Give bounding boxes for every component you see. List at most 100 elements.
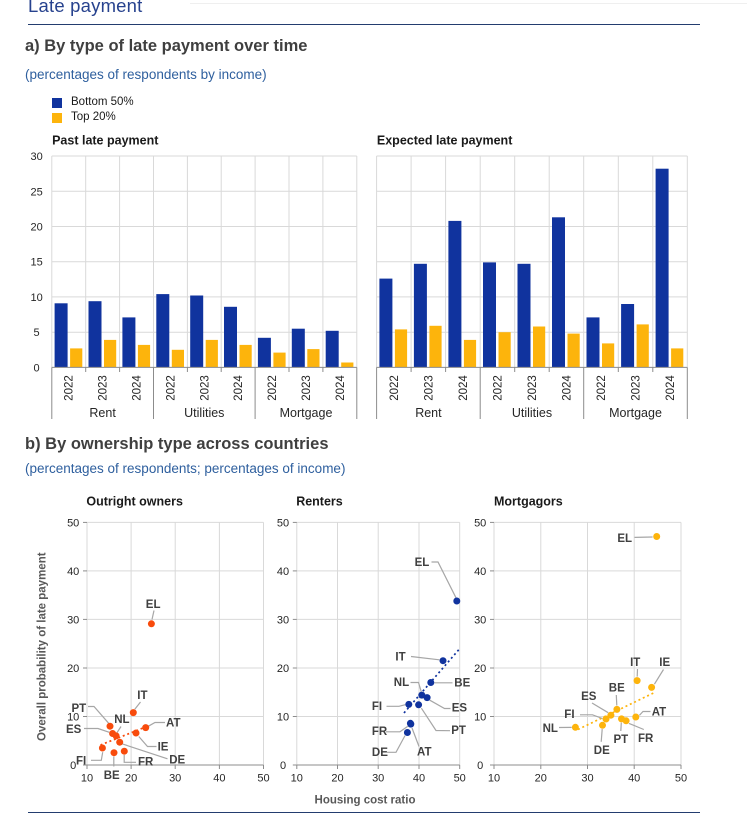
svg-text:BE: BE xyxy=(609,683,625,695)
svg-text:IT: IT xyxy=(630,657,640,669)
svg-text:Past late payment: Past late payment xyxy=(52,134,159,148)
svg-text:50: 50 xyxy=(67,517,79,529)
svg-text:0: 0 xyxy=(477,760,483,772)
svg-text:ES: ES xyxy=(452,703,468,715)
svg-text:10: 10 xyxy=(488,773,500,785)
svg-text:DE: DE xyxy=(594,745,610,757)
svg-text:AT: AT xyxy=(652,707,666,719)
svg-text:Mortgage: Mortgage xyxy=(280,406,333,420)
svg-text:2024: 2024 xyxy=(132,375,144,401)
svg-text:PT: PT xyxy=(614,734,629,746)
svg-text:50: 50 xyxy=(257,773,269,785)
svg-text:NL: NL xyxy=(394,677,409,689)
svg-text:Expected late payment: Expected late payment xyxy=(377,134,513,148)
svg-text:40: 40 xyxy=(67,566,79,578)
svg-text:FR: FR xyxy=(138,757,154,769)
svg-text:30: 30 xyxy=(277,614,289,626)
svg-text:FI: FI xyxy=(564,709,574,721)
svg-text:Housing cost ratio: Housing cost ratio xyxy=(315,794,416,806)
svg-text:2024: 2024 xyxy=(458,375,470,401)
svg-text:2022: 2022 xyxy=(492,375,504,401)
svg-text:20: 20 xyxy=(331,773,343,785)
svg-text:30: 30 xyxy=(372,773,384,785)
svg-text:FI: FI xyxy=(76,756,86,768)
svg-text:40: 40 xyxy=(213,773,225,785)
svg-text:2023: 2023 xyxy=(423,375,435,401)
svg-text:2022: 2022 xyxy=(389,375,401,401)
svg-text:0: 0 xyxy=(70,760,76,772)
svg-text:2022: 2022 xyxy=(267,375,279,401)
svg-text:IE: IE xyxy=(659,657,670,669)
svg-text:20: 20 xyxy=(67,663,79,675)
svg-text:10: 10 xyxy=(474,712,486,724)
svg-text:40: 40 xyxy=(474,566,486,578)
svg-text:Rent: Rent xyxy=(89,406,116,420)
svg-text:AT: AT xyxy=(417,747,431,759)
svg-text:Mortgagors: Mortgagors xyxy=(494,495,563,509)
svg-text:5: 5 xyxy=(34,327,40,339)
svg-text:DE: DE xyxy=(169,755,185,767)
svg-text:BE: BE xyxy=(454,678,470,690)
svg-text:50: 50 xyxy=(474,517,486,529)
svg-text:Outright owners: Outright owners xyxy=(86,495,183,509)
svg-text:20: 20 xyxy=(125,773,137,785)
svg-text:2023: 2023 xyxy=(301,375,313,401)
svg-text:EL: EL xyxy=(415,557,430,569)
svg-text:Mortgage: Mortgage xyxy=(609,406,662,420)
svg-text:10: 10 xyxy=(30,292,42,304)
svg-text:Utilities: Utilities xyxy=(512,406,552,420)
svg-text:Utilities: Utilities xyxy=(184,406,224,420)
svg-text:ES: ES xyxy=(581,691,597,703)
svg-text:IE: IE xyxy=(158,742,169,754)
svg-text:30: 30 xyxy=(169,773,181,785)
svg-text:2023: 2023 xyxy=(199,375,211,401)
svg-text:0: 0 xyxy=(34,362,40,374)
svg-text:15: 15 xyxy=(30,257,42,269)
svg-text:NL: NL xyxy=(543,723,558,735)
svg-text:BE: BE xyxy=(104,770,120,782)
svg-text:2023: 2023 xyxy=(98,375,110,401)
svg-text:Rent: Rent xyxy=(415,406,442,420)
svg-text:NL: NL xyxy=(114,714,129,726)
svg-text:FI: FI xyxy=(372,701,382,713)
svg-text:20: 20 xyxy=(30,222,42,234)
svg-text:2024: 2024 xyxy=(335,375,347,401)
svg-text:EL: EL xyxy=(617,533,632,545)
svg-text:20: 20 xyxy=(535,773,547,785)
svg-text:10: 10 xyxy=(67,712,79,724)
svg-text:2023: 2023 xyxy=(527,375,539,401)
svg-text:2024: 2024 xyxy=(665,375,677,401)
svg-text:2024: 2024 xyxy=(233,375,245,401)
svg-text:10: 10 xyxy=(81,773,93,785)
svg-text:IT: IT xyxy=(395,652,405,664)
svg-text:PT: PT xyxy=(72,703,87,715)
svg-text:Renters: Renters xyxy=(296,495,343,509)
svg-text:10: 10 xyxy=(277,712,289,724)
svg-text:10: 10 xyxy=(291,773,303,785)
svg-text:2022: 2022 xyxy=(596,375,608,401)
svg-text:50: 50 xyxy=(675,773,687,785)
svg-text:2023: 2023 xyxy=(631,375,643,401)
svg-text:EL: EL xyxy=(146,599,161,611)
svg-text:20: 20 xyxy=(277,663,289,675)
svg-text:Overall probability of late pa: Overall probability of late payment xyxy=(37,552,49,741)
svg-text:40: 40 xyxy=(413,773,425,785)
svg-text:20: 20 xyxy=(474,663,486,675)
svg-text:ES: ES xyxy=(66,724,82,736)
svg-text:DE: DE xyxy=(372,747,388,759)
svg-text:2022: 2022 xyxy=(165,375,177,401)
svg-text:2024: 2024 xyxy=(562,375,574,401)
svg-text:30: 30 xyxy=(30,151,42,163)
svg-text:FR: FR xyxy=(638,733,654,745)
svg-text:0: 0 xyxy=(280,760,286,772)
svg-text:2022: 2022 xyxy=(64,375,76,401)
svg-text:30: 30 xyxy=(581,773,593,785)
svg-text:50: 50 xyxy=(454,773,466,785)
svg-text:30: 30 xyxy=(67,614,79,626)
svg-text:PT: PT xyxy=(451,725,466,737)
svg-text:25: 25 xyxy=(30,186,42,198)
svg-text:40: 40 xyxy=(628,773,640,785)
svg-text:30: 30 xyxy=(474,614,486,626)
svg-text:50: 50 xyxy=(277,517,289,529)
svg-text:FR: FR xyxy=(372,726,388,738)
